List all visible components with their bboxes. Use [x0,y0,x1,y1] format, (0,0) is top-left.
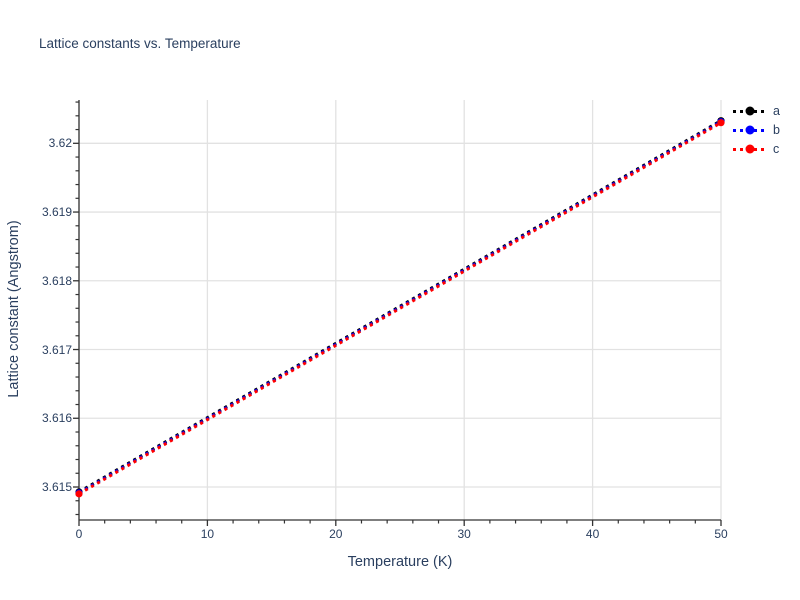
data-point-markers[interactable] [75,117,725,498]
y-tick-label: 3.616 [41,411,72,426]
x-tick-label: 0 [75,527,83,541]
y-tick-label: 3.618 [41,273,72,288]
y-tick-label: 3.617 [41,342,72,357]
data-series-lines [78,119,722,496]
x-tick-label: 40 [585,527,600,541]
x-tick-label: 30 [457,527,471,541]
legend-marker-c-icon [745,144,755,154]
legend-line-a-icon [733,106,767,116]
legend: a b c [733,104,780,156]
legend-line-b-icon [733,125,767,135]
legend-line-c-icon [733,144,767,154]
y-tick-label: 3.619 [41,205,72,220]
y-axis-title: Lattice constant (Angstrom) [6,220,22,398]
x-tick-label: 20 [329,527,343,541]
legend-item-c[interactable]: c [733,142,780,156]
legend-marker-a-icon [745,106,755,116]
y-tick-label: 3.615 [41,480,72,494]
legend-item-a[interactable]: a [733,104,780,118]
x-tick-label: 50 [714,527,728,541]
legend-label-c: c [773,141,780,156]
gridlines [78,100,722,520]
legend-label-b: b [773,122,780,137]
y-tick-label: 3.62 [48,136,72,151]
legend-label-a: a [773,103,780,118]
axis-lines [78,100,721,521]
x-tick-label: 10 [200,527,215,541]
legend-item-b[interactable]: b [733,123,780,137]
legend-marker-b-icon [745,125,755,135]
chart-title: Lattice constants vs. Temperature [39,36,241,51]
x-axis-title: Temperature (K) [347,554,453,570]
axis-ticks [73,101,722,526]
